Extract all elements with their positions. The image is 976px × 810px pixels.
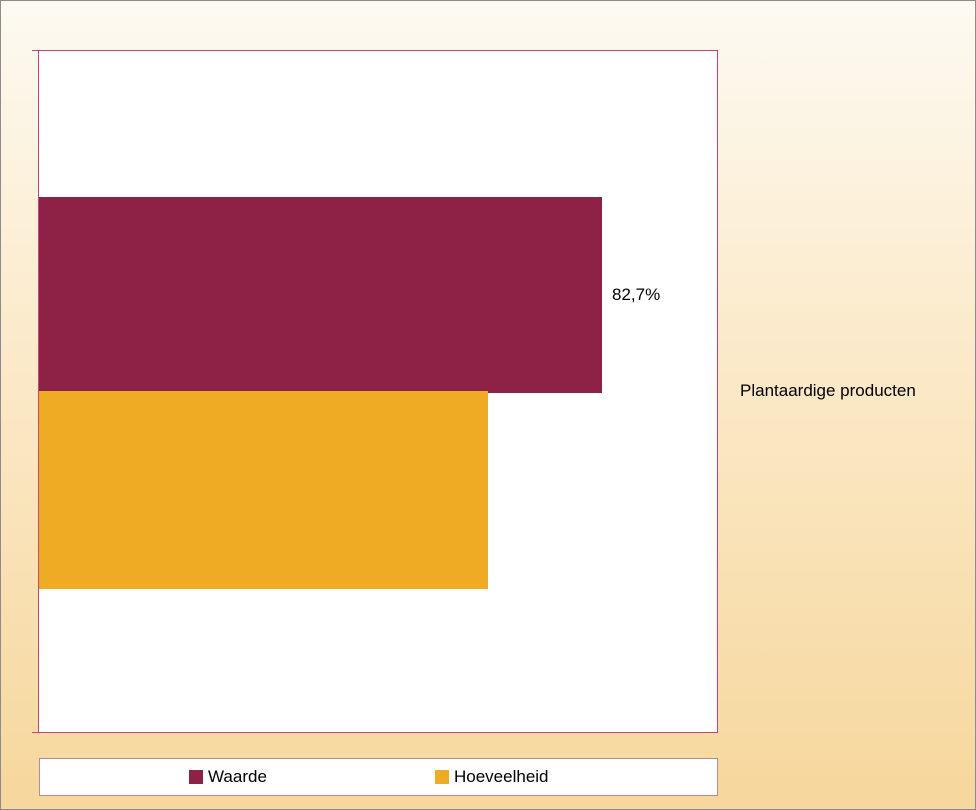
legend-swatch-waarde (189, 770, 203, 784)
legend-swatch-hoeveelheid (435, 770, 449, 784)
bar-hoeveelheid (39, 391, 488, 589)
legend-label-waarde: Waarde (208, 767, 267, 786)
legend-label-hoeveelheid: Hoeveelheid (454, 767, 549, 786)
axis-tick-top (32, 50, 39, 51)
axis-tick-bottom (32, 732, 39, 733)
data-label-waarde: 82,7% (612, 285, 661, 304)
legend: Waarde Hoeveelheid (39, 758, 718, 796)
legend-item-waarde: Waarde (189, 767, 267, 787)
bar-waarde (39, 197, 602, 393)
plot-area: 82,7% (38, 50, 718, 733)
legend-item-hoeveelheid: Hoeveelheid (435, 767, 549, 787)
category-label: Plantaardige producten (740, 381, 916, 400)
